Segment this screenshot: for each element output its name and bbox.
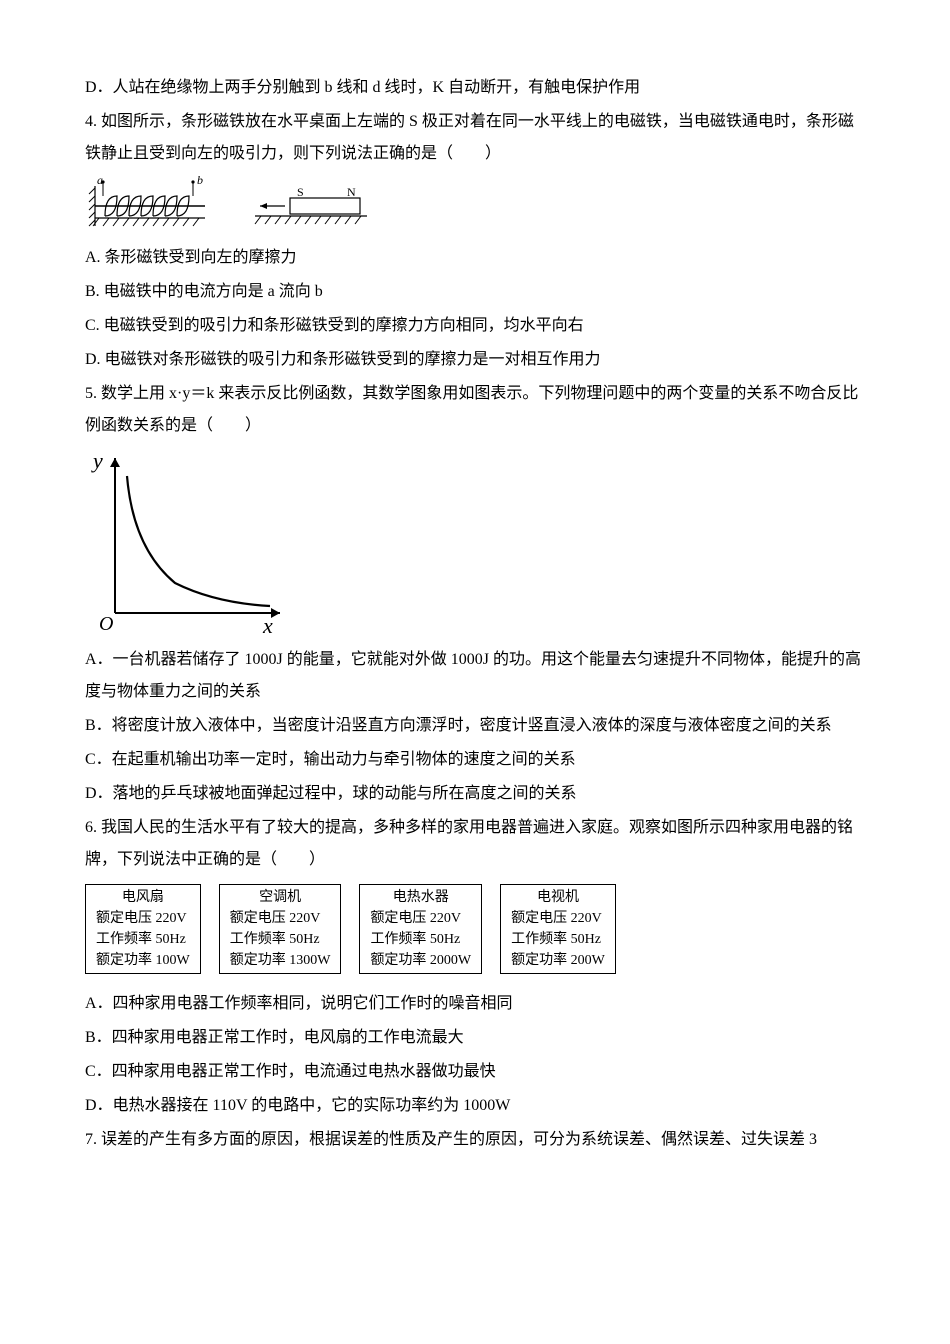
q4-option-b: B. 电磁铁中的电流方向是 a 流向 b xyxy=(85,276,865,308)
q7-stem: 7. 误差的产生有多方面的原因，根据误差的性质及产生的原因，可分为系统误差、偶然… xyxy=(85,1124,865,1156)
q5-option-b: B．将密度计放入液体中，当密度计沿竖直方向漂浮时，密度计竖直浸入液体的深度与液体… xyxy=(85,710,865,742)
q4-label-s: S xyxy=(297,185,304,199)
q4-label-n: N xyxy=(347,185,356,199)
q6-option-b: B．四种家用电器正常工作时，电风扇的工作电流最大 xyxy=(85,1022,865,1054)
nameplate-heater-f: 工作频率 50Hz xyxy=(370,929,471,950)
q4-stem: 4. 如图所示，条形磁铁放在水平桌面上左端的 S 极正对着在同一水平线上的电磁铁… xyxy=(85,106,865,170)
q6-option-a: A．四种家用电器工作频率相同，说明它们工作时的噪音相同 xyxy=(85,988,865,1020)
nameplate-ac-p: 额定功率 1300W xyxy=(230,950,331,971)
nameplate-fan-name: 电风扇 xyxy=(96,887,190,908)
q4-option-d: D. 电磁铁对条形磁铁的吸引力和条形磁铁受到的摩擦力是一对相互作用力 xyxy=(85,344,865,376)
q4-label-a: a xyxy=(97,176,103,187)
q3-option-d: D．人站在绝缘物上两手分别触到 b 线和 d 线时，K 自动断开，有触电保护作用 xyxy=(85,72,865,104)
nameplate-heater-name: 电热水器 xyxy=(370,887,471,908)
nameplate-tv-f: 工作频率 50Hz xyxy=(511,929,605,950)
q5-option-c: C．在起重机输出功率一定时，输出动力与牵引物体的速度之间的关系 xyxy=(85,744,865,776)
nameplate-tv-p: 额定功率 200W xyxy=(511,950,605,971)
q4-option-c: C. 电磁铁受到的吸引力和条形磁铁受到的摩擦力方向相同，均水平向右 xyxy=(85,310,865,342)
q5-x-label: x xyxy=(262,613,273,638)
q4-option-a: A. 条形磁铁受到向左的摩擦力 xyxy=(85,242,865,274)
nameplate-fan-v: 额定电压 220V xyxy=(96,908,190,929)
nameplate-ac-v: 额定电压 220V xyxy=(230,908,331,929)
q4-figure: a b S N xyxy=(85,176,375,236)
nameplate-heater-v: 额定电压 220V xyxy=(370,908,471,929)
q4-label-b: b xyxy=(197,176,203,187)
q5-option-d: D．落地的乒乓球被地面弹起过程中，球的动能与所在高度之间的关系 xyxy=(85,778,865,810)
q6-stem: 6. 我国人民的生活水平有了较大的提高，多种多样的家用电器普遍进入家庭。观察如图… xyxy=(85,812,865,876)
q5-y-label: y xyxy=(91,448,103,473)
q5-option-a: A．一台机器若储存了 1000J 的能量，它就能对外做 1000J 的功。用这个… xyxy=(85,644,865,708)
nameplate-fan-p: 额定功率 100W xyxy=(96,950,190,971)
q6-nameplates: 电风扇 额定电压 220V 工作频率 50Hz 额定功率 100W 空调机 额定… xyxy=(85,884,865,974)
nameplate-ac-f: 工作频率 50Hz xyxy=(230,929,331,950)
nameplate-fan: 电风扇 额定电压 220V 工作频率 50Hz 额定功率 100W xyxy=(85,884,201,974)
q6-option-c: C．四种家用电器正常工作时，电流通过电热水器做功最快 xyxy=(85,1056,865,1088)
q5-o-label: O xyxy=(99,613,113,635)
nameplate-ac: 空调机 额定电压 220V 工作频率 50Hz 额定功率 1300W xyxy=(219,884,342,974)
nameplate-heater-p: 额定功率 2000W xyxy=(370,950,471,971)
nameplate-fan-f: 工作频率 50Hz xyxy=(96,929,190,950)
nameplate-ac-name: 空调机 xyxy=(230,887,331,908)
nameplate-tv-name: 电视机 xyxy=(511,887,605,908)
q6-option-d: D．电热水器接在 110V 的电路中，它的实际功率约为 1000W xyxy=(85,1090,865,1122)
q5-figure: y x O xyxy=(85,448,295,638)
q5-stem: 5. 数学上用 x·y＝k 来表示反比例函数，其数学图象用如图表示。下列物理问题… xyxy=(85,378,865,442)
nameplate-tv-v: 额定电压 220V xyxy=(511,908,605,929)
nameplate-tv: 电视机 额定电压 220V 工作频率 50Hz 额定功率 200W xyxy=(500,884,616,974)
nameplate-heater: 电热水器 额定电压 220V 工作频率 50Hz 额定功率 2000W xyxy=(359,884,482,974)
